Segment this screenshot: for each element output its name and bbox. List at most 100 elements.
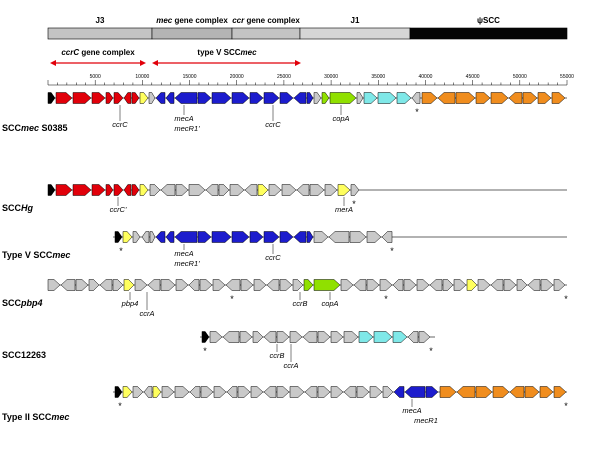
- gene-arrow: [293, 231, 307, 243]
- gene-arrow: [366, 279, 380, 291]
- ruler-label: 35000: [371, 74, 385, 80]
- ruler-label: 50000: [513, 74, 527, 80]
- ruler-label: 45000: [466, 74, 480, 80]
- gene-arrow: [250, 386, 264, 398]
- gene-arrow: [91, 184, 106, 196]
- gene-arrow: [303, 279, 314, 291]
- gene-arrow: [123, 184, 132, 196]
- asterisk-marker: *: [415, 107, 419, 117]
- gene-arrow: [134, 279, 148, 291]
- gene-arrow: [366, 231, 382, 243]
- gene-arrow: [293, 92, 307, 104]
- asterisk-marker: *: [390, 246, 394, 256]
- gene-arrow: [257, 184, 269, 196]
- ruler-label: 40000: [419, 74, 433, 80]
- ruler-label: 25000: [277, 74, 291, 80]
- track-name: Type II SCCmec: [2, 412, 69, 422]
- gene-arrow: [105, 92, 114, 104]
- gene-arrow: [249, 231, 264, 243]
- gene-arrow: [289, 331, 303, 343]
- asterisk-marker: *: [203, 346, 207, 356]
- gene-arrow: [152, 386, 162, 398]
- gene-arrow: [175, 279, 189, 291]
- gene-arrow: [131, 184, 140, 196]
- gene-arrow: [47, 184, 56, 196]
- gene-label: ccrB: [293, 299, 308, 308]
- gene-arrow: [551, 92, 566, 104]
- gene-arrow: [418, 331, 431, 343]
- gene-arrow: [268, 184, 282, 196]
- asterisk-marker: *: [230, 294, 234, 304]
- gene-arrow: [317, 331, 331, 343]
- gene-arrow: [503, 279, 517, 291]
- gene-arrow: [350, 184, 360, 196]
- gene-arrow: [524, 386, 540, 398]
- gene-arrow: [343, 331, 359, 343]
- span-arrow-head-right: [295, 60, 301, 66]
- gene-arrow: [304, 386, 318, 398]
- gene-arrow: [330, 386, 344, 398]
- gene-arrow: [213, 386, 227, 398]
- gene-arrow: [358, 331, 374, 343]
- ruler-label: 55000: [560, 74, 574, 80]
- gene-arrow: [174, 386, 190, 398]
- gene-arrow: [281, 184, 297, 196]
- gene-arrow: [252, 331, 264, 343]
- gene-arrow: [161, 386, 175, 398]
- gene-arrow: [302, 331, 318, 343]
- gene-arrow: [266, 279, 280, 291]
- track-name: SCCHg: [2, 203, 34, 213]
- region-bar-label: J1: [351, 16, 360, 25]
- gene-arrow: [197, 231, 212, 243]
- gene-arrow: [114, 231, 123, 243]
- gene-arrow: [113, 184, 124, 196]
- region-bar-segment: [409, 27, 568, 40]
- gene-arrow: [279, 92, 294, 104]
- gene-arrow: [421, 92, 438, 104]
- gene-arrow: [75, 279, 89, 291]
- gene-arrow: [147, 279, 161, 291]
- gene-arrow: [205, 184, 219, 196]
- gene-arrow: [149, 184, 161, 196]
- ruler-label: 5000: [90, 74, 101, 80]
- gene-arrow: [466, 279, 478, 291]
- span-arrow-head-left: [152, 60, 158, 66]
- gene-arrow: [131, 92, 140, 104]
- gene-arrow: [292, 279, 304, 291]
- gene-arrow: [393, 386, 405, 398]
- gene-arrow: [407, 331, 419, 343]
- gene-label: ccrC: [265, 253, 281, 262]
- gene-label: pbp4: [121, 299, 139, 308]
- gene-arrow: [148, 92, 156, 104]
- gene-arrow: [189, 386, 201, 398]
- gene-arrow: [123, 92, 132, 104]
- gene-arrow: [490, 92, 509, 104]
- gene-arrow: [99, 279, 113, 291]
- gene-arrow: [105, 184, 114, 196]
- gene-arrow: [328, 231, 350, 243]
- gene-arrow: [253, 279, 267, 291]
- gene-arrow: [516, 279, 528, 291]
- gene-arrow: [222, 331, 240, 343]
- gene-arrow: [114, 386, 123, 398]
- gene-arrow: [139, 184, 149, 196]
- gene-arrow: [263, 92, 280, 104]
- gene-arrow: [231, 231, 250, 243]
- gene-arrow: [356, 386, 370, 398]
- gene-arrow: [175, 184, 189, 196]
- gene-arrow: [122, 231, 133, 243]
- gene-arrow: [475, 386, 493, 398]
- gene-arrow: [508, 92, 523, 104]
- asterisk-marker: *: [429, 346, 433, 356]
- gene-arrow: [490, 279, 504, 291]
- gene-arrow: [404, 386, 426, 398]
- gene-arrow: [276, 386, 290, 398]
- gene-arrow: [522, 92, 538, 104]
- gene-arrow: [317, 386, 331, 398]
- gene-arrow: [55, 92, 73, 104]
- gene-arrow: [306, 92, 314, 104]
- gene-arrow: [113, 92, 124, 104]
- gene-arrow: [165, 231, 175, 243]
- gene-arrow: [55, 184, 73, 196]
